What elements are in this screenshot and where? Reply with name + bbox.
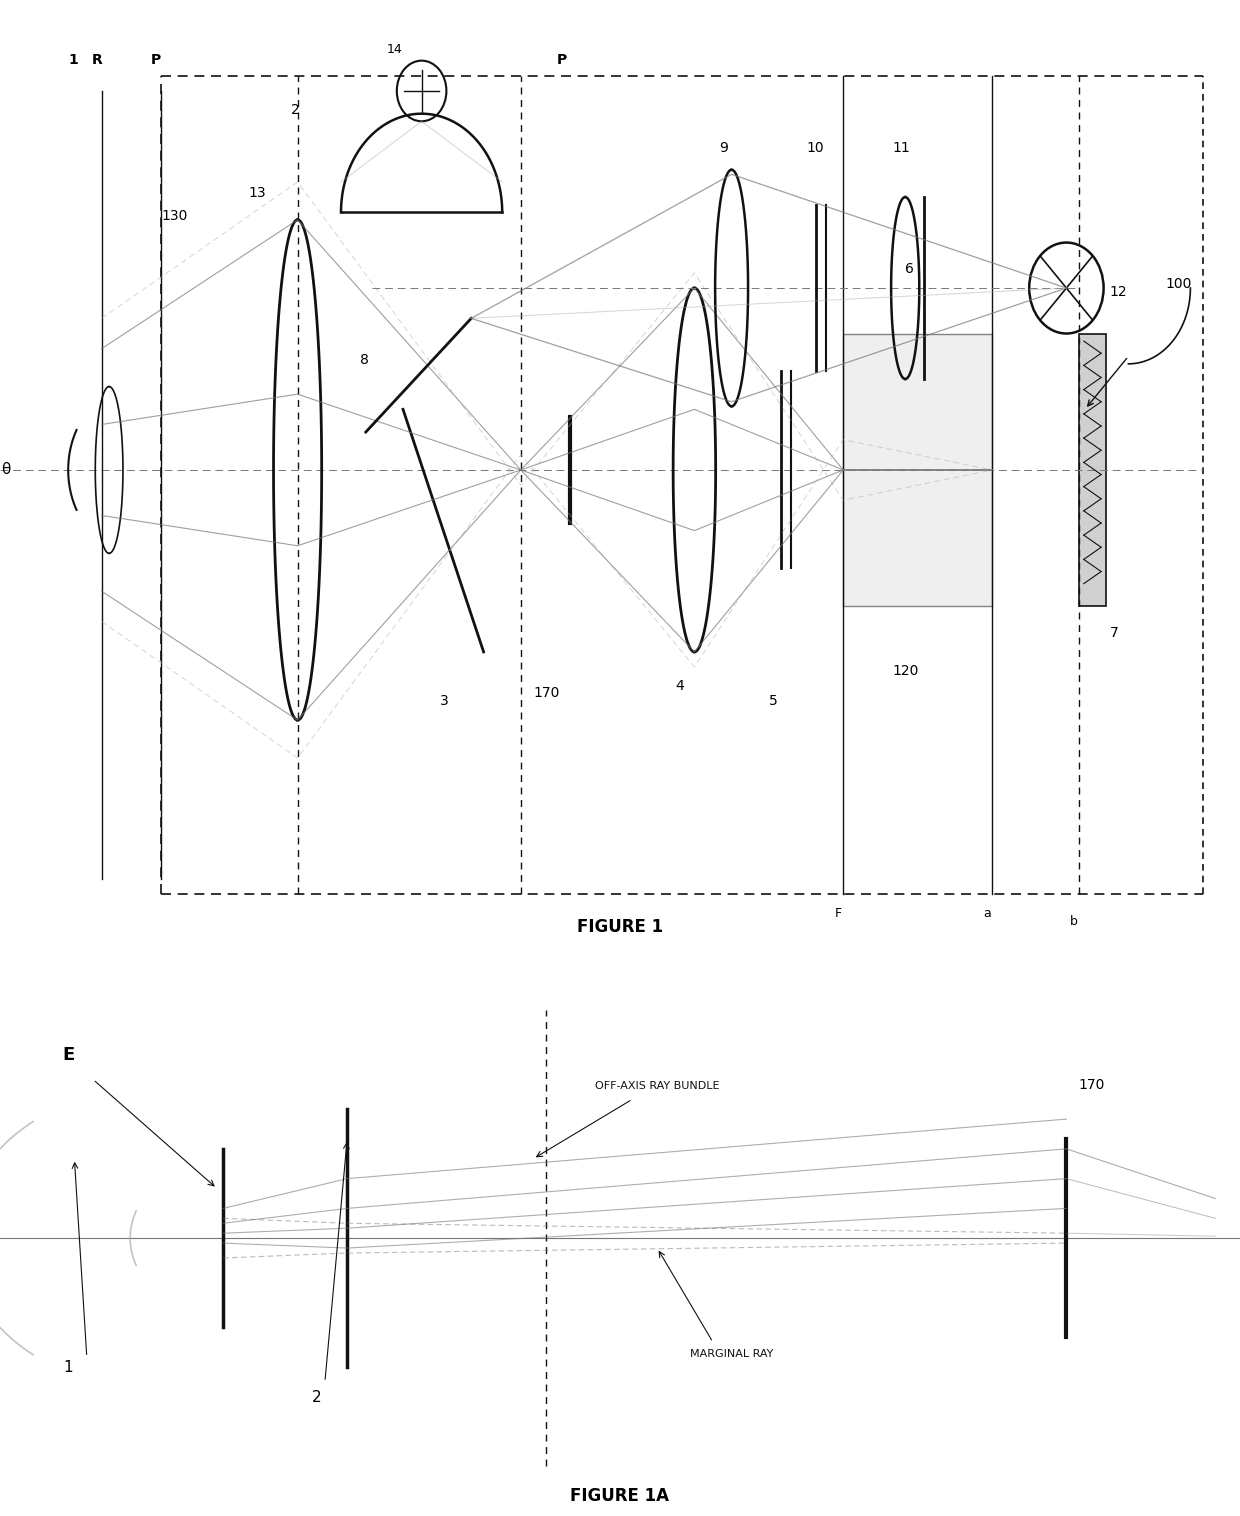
Text: 11: 11 [893,141,910,155]
Text: 13: 13 [248,186,265,200]
Text: 2: 2 [311,1390,321,1405]
Text: 12: 12 [1110,285,1127,299]
Text: F: F [835,907,842,920]
Text: 170: 170 [1079,1078,1105,1093]
Text: E: E [62,1046,74,1064]
Text: OFF-AXIS RAY BUNDLE: OFF-AXIS RAY BUNDLE [595,1081,719,1092]
Text: FIGURE 1A: FIGURE 1A [570,1487,670,1505]
Text: P: P [557,53,567,67]
Text: P: P [151,53,161,67]
Text: R: R [92,53,102,67]
Text: 14: 14 [387,42,403,56]
Text: 130: 130 [161,209,187,223]
Text: θ: θ [1,462,11,478]
Text: 5: 5 [769,694,777,708]
Text: 1: 1 [68,53,78,67]
Text: 100: 100 [1166,277,1192,291]
Text: 1: 1 [63,1360,73,1375]
Text: MARGINAL RAY: MARGINAL RAY [689,1349,774,1360]
Text: 3: 3 [440,694,449,708]
Text: b: b [1070,914,1078,928]
Text: 170: 170 [533,687,559,700]
Text: FIGURE 1: FIGURE 1 [577,919,663,937]
Text: 4: 4 [676,679,684,693]
Text: 7: 7 [1110,626,1118,640]
Text: 6: 6 [905,262,914,276]
Text: 8: 8 [360,353,368,367]
Bar [843,334,992,606]
Bar [1079,334,1106,606]
Text: 9: 9 [719,141,728,155]
Text: a: a [983,907,991,920]
Text: 2: 2 [291,103,300,117]
Text: 120: 120 [893,664,919,678]
Text: 10: 10 [806,141,823,155]
